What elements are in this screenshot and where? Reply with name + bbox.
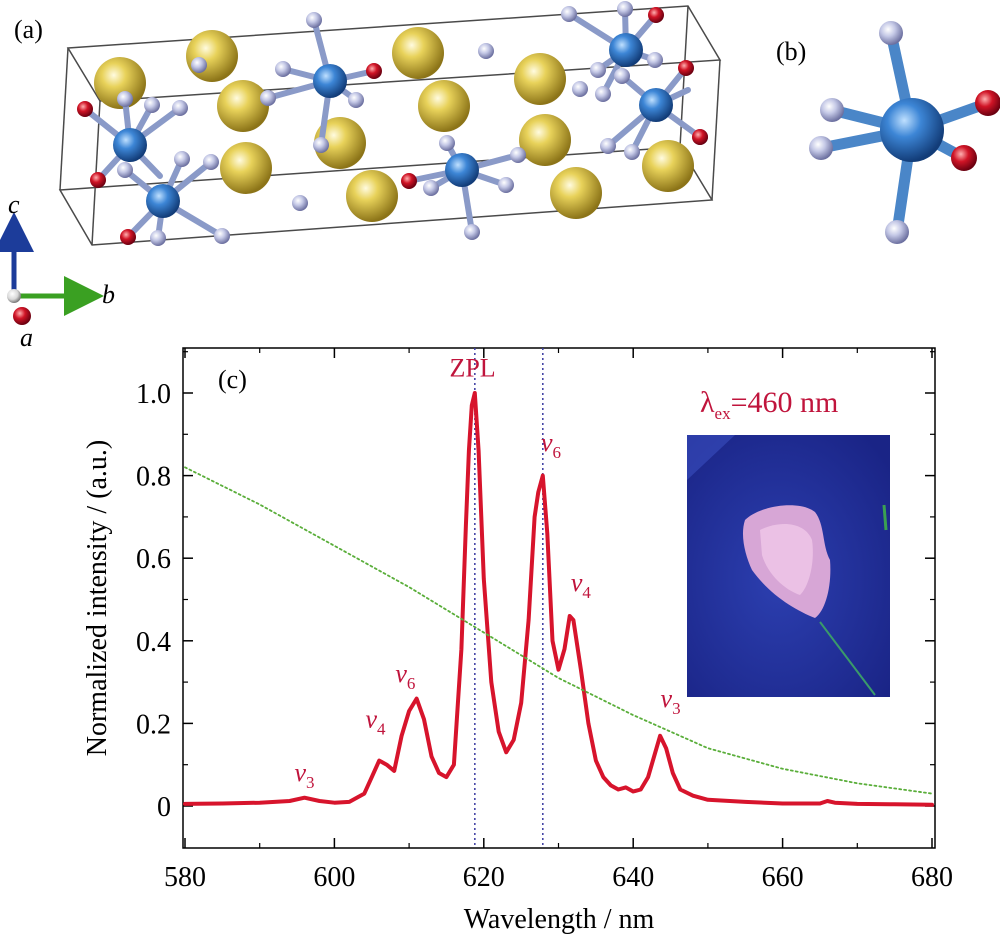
gold-atom bbox=[642, 140, 694, 192]
red-atoms bbox=[77, 7, 708, 245]
spectrum-chart: (c) 580 600 620 640 660 680 00.20.40.60.81.0 … bbox=[82, 347, 953, 935]
peak-annotation: v3 bbox=[294, 758, 314, 792]
y-tick-label: 0.4 bbox=[136, 627, 171, 658]
gold-atom bbox=[94, 57, 146, 109]
gold-atoms bbox=[94, 27, 694, 222]
gold-atom bbox=[314, 117, 366, 169]
lavender-atom bbox=[820, 98, 844, 122]
series-layer bbox=[183, 391, 934, 807]
crystal-structure-panel: (a) bbox=[0, 1, 722, 352]
y-axis-ticks: 0 0.2 0.4 0.6 0.8 1.0 bbox=[136, 351, 935, 823]
x-tick-label: 640 bbox=[612, 862, 654, 893]
lavender-atom bbox=[885, 220, 909, 244]
peak-annotation: v6 bbox=[395, 659, 415, 693]
panel-b-label: (b) bbox=[776, 37, 806, 66]
x-tick-label: 580 bbox=[164, 862, 206, 893]
peak-annotation: v4 bbox=[365, 705, 386, 739]
y-tick-label: 1.0 bbox=[136, 379, 171, 410]
y-tick-label: 0.6 bbox=[136, 544, 171, 575]
peak-annotation: ZPL bbox=[449, 353, 495, 382]
blue-atoms bbox=[113, 33, 673, 218]
gold-atom bbox=[346, 170, 398, 222]
axis-triad: c b a bbox=[0, 190, 115, 352]
gold-atom bbox=[519, 114, 571, 166]
x-axis-ticks: 580 600 620 640 660 680 bbox=[164, 348, 953, 893]
red-atom bbox=[951, 145, 977, 171]
y-tick-label: 0 bbox=[157, 792, 171, 823]
peak-annotations: v3 v4 v6 ZPL v6 v4 v3 bbox=[294, 353, 680, 792]
y-tick-label: 0.8 bbox=[136, 462, 171, 493]
panel-a-label: (a) bbox=[14, 15, 43, 44]
gold-atom bbox=[186, 30, 238, 82]
peak-annotation: v6 bbox=[541, 428, 561, 462]
inset-photo: λex=460 nm bbox=[687, 386, 890, 697]
x-tick-label: 660 bbox=[762, 862, 804, 893]
lavender-atom bbox=[809, 136, 833, 160]
x-tick-label: 620 bbox=[463, 862, 505, 893]
blue-atom bbox=[880, 98, 944, 162]
axis-a-label: a bbox=[20, 323, 33, 352]
y-tick-label: 0.2 bbox=[136, 709, 171, 740]
axis-b-label: b bbox=[102, 280, 115, 309]
red-atom bbox=[975, 90, 1000, 116]
excitation-reference-line bbox=[184, 466, 933, 795]
gold-atom bbox=[514, 53, 566, 105]
x-tick-label: 680 bbox=[911, 862, 953, 893]
octahedron-panel: (b) bbox=[776, 21, 1000, 244]
x-axis-label: Wavelength / nm bbox=[464, 904, 655, 935]
peak-annotation: v3 bbox=[661, 684, 681, 718]
gold-atom bbox=[392, 27, 444, 79]
panel-c-label: (c) bbox=[218, 365, 247, 394]
lavender-atoms bbox=[117, 1, 708, 246]
axis-c-label: c bbox=[8, 190, 20, 219]
vertical-markers bbox=[474, 348, 544, 848]
gold-atom bbox=[418, 80, 470, 132]
lavender-atom bbox=[879, 21, 903, 45]
inset-excitation-label: λex=460 nm bbox=[700, 386, 838, 423]
y-axis-label: Normalized intensity / (a.u.) bbox=[82, 440, 113, 756]
gold-atom bbox=[217, 80, 269, 132]
gold-atom bbox=[550, 167, 602, 219]
peak-annotation: v4 bbox=[571, 568, 592, 602]
x-tick-label: 600 bbox=[313, 862, 355, 893]
gold-atom bbox=[220, 142, 272, 194]
emission-spectrum-line bbox=[183, 391, 934, 807]
